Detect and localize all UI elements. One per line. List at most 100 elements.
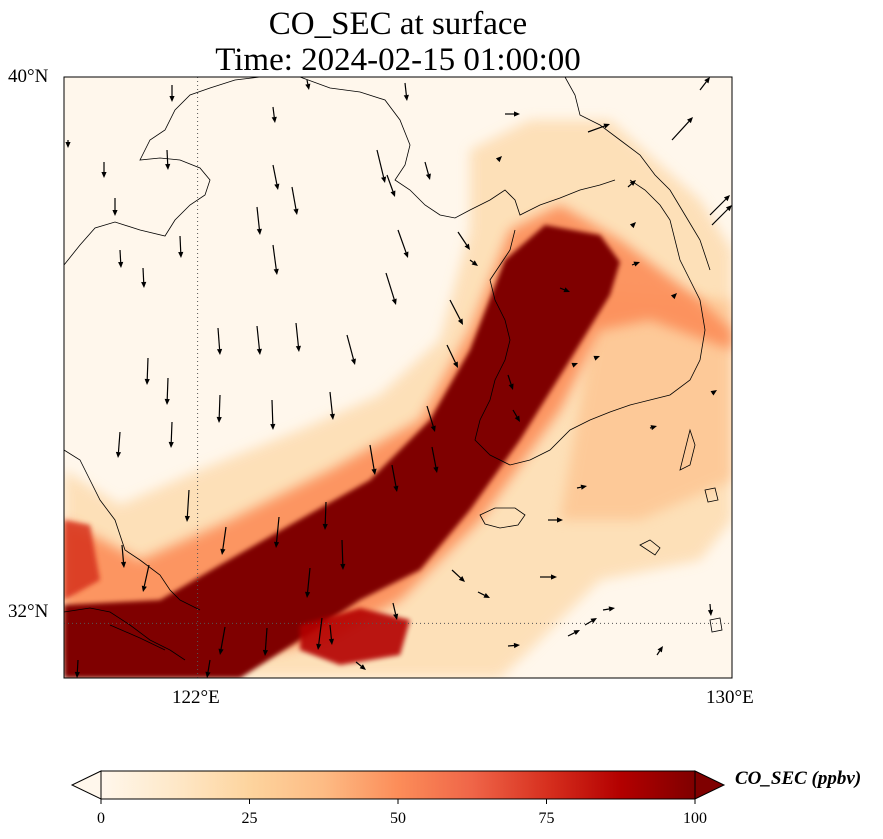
wind-arrow (391, 464, 399, 492)
wind-arrow (548, 517, 563, 523)
wind-arrow (316, 617, 323, 650)
wind-arrow (295, 322, 301, 352)
coastline-china-east (64, 449, 201, 611)
wind-arrow (262, 627, 269, 656)
wind-arrow (218, 626, 226, 655)
wind-arrow (272, 244, 279, 275)
wind-arrow (505, 111, 520, 117)
wind-arrow (273, 516, 280, 548)
wind-arrow (386, 174, 396, 197)
coastline-yangtze-estuary (64, 607, 186, 661)
wind-arrow (424, 161, 431, 180)
map-title-line-2: Time: 2024-02-15 01:00:00 (215, 42, 581, 78)
coastline-korea-west (474, 179, 706, 466)
wind-arrow (699, 77, 710, 91)
wind-arrow (328, 624, 334, 645)
colorbar-tick-label-25: 25 (241, 810, 258, 827)
wind-arrow (101, 162, 107, 178)
plume-core (64, 225, 620, 678)
wind-arrow (168, 421, 174, 448)
colorbar-body (101, 771, 695, 799)
lat-tick-label-40: 40°N (8, 66, 49, 87)
wind-arrow (656, 646, 663, 656)
map-panel (64, 77, 732, 678)
wind-arrow (272, 164, 280, 190)
wind-arrow (355, 661, 366, 670)
lon-tick-label-122: 122°E (172, 687, 220, 708)
plume-lower-left (64, 520, 100, 600)
wind-arrow (649, 425, 657, 431)
wind-arrow (512, 409, 520, 422)
coastline-china-north (64, 77, 261, 266)
wind-arrow (184, 489, 190, 522)
wind-arrow (65, 140, 71, 148)
coastlines (64, 77, 723, 661)
wind-arrow (602, 606, 615, 612)
wind-arrow (576, 484, 587, 490)
wind-arrow (74, 659, 80, 678)
wind-arrow (216, 327, 223, 355)
wind-arrow (120, 544, 127, 568)
lat-tick-label-32: 32°N (8, 601, 49, 622)
wind-arrow (256, 325, 262, 355)
wind-arrow (507, 642, 520, 649)
wind-arrow (710, 390, 717, 396)
wind-arrow (340, 539, 346, 570)
colorbar-tick-marks (100, 799, 696, 804)
wind-arrow (477, 591, 490, 598)
wind-arrow (431, 446, 439, 473)
wind-arrow (376, 149, 387, 183)
wind-arrow (446, 344, 458, 368)
colorbar-label: CO_SEC (ppbv) (735, 768, 862, 789)
colorbar-tick-label-100: 100 (683, 810, 707, 827)
wind-arrow (426, 405, 436, 432)
colorbar (70, 770, 726, 804)
colorbar-tick-label-50: 50 (390, 810, 406, 827)
wind-arrow (112, 198, 118, 216)
coastline-japan-islands (639, 428, 723, 633)
wind-arrow (329, 391, 335, 420)
wind-arrow (457, 231, 470, 250)
wind-arrow (671, 117, 693, 141)
coastline-korea-north-east (564, 77, 711, 271)
wind-arrow (305, 79, 311, 90)
wind-arrow (707, 603, 714, 616)
colorbar-tick-label-75: 75 (538, 810, 555, 827)
wind-arrow (165, 149, 171, 170)
wind-arrow (629, 222, 636, 229)
wind-arrow (397, 229, 409, 258)
wind-arrow (392, 602, 399, 620)
wind-arrow (256, 206, 262, 235)
wind-arrow (164, 377, 170, 405)
wind-arrow (593, 355, 600, 361)
lon-tick-label-130: 130°E (706, 687, 754, 708)
wind-arrow (144, 357, 150, 385)
gridlines (64, 77, 732, 678)
colorbar-extend-min (70, 770, 102, 800)
wind-arrow (403, 82, 409, 101)
wind-arrow (270, 399, 276, 430)
wind-arrow (449, 299, 463, 325)
wind-arrow (670, 293, 677, 300)
wind-arrow (205, 659, 211, 678)
wind-arrow (291, 186, 299, 215)
wind-arrow (711, 205, 732, 226)
wind-arrow (305, 567, 311, 598)
wind-arrow (571, 362, 578, 368)
wind-arrow (559, 287, 570, 293)
coastline-liaodong (299, 77, 616, 219)
wind-arrow (178, 235, 184, 258)
wind-arrow (369, 444, 377, 475)
wind-arrow (540, 574, 557, 580)
colorbar-extend-max (694, 770, 726, 800)
wind-arrow (216, 394, 222, 423)
wind-arrow (141, 267, 147, 288)
wind-arrow (507, 374, 514, 390)
plume-mid (560, 290, 732, 520)
colorbar-tick-label-0: 0 (97, 810, 105, 827)
coastline-jeju (479, 507, 526, 529)
wind-arrow (115, 431, 122, 458)
wind-arrow (385, 272, 397, 305)
wind-arrow (587, 123, 610, 133)
